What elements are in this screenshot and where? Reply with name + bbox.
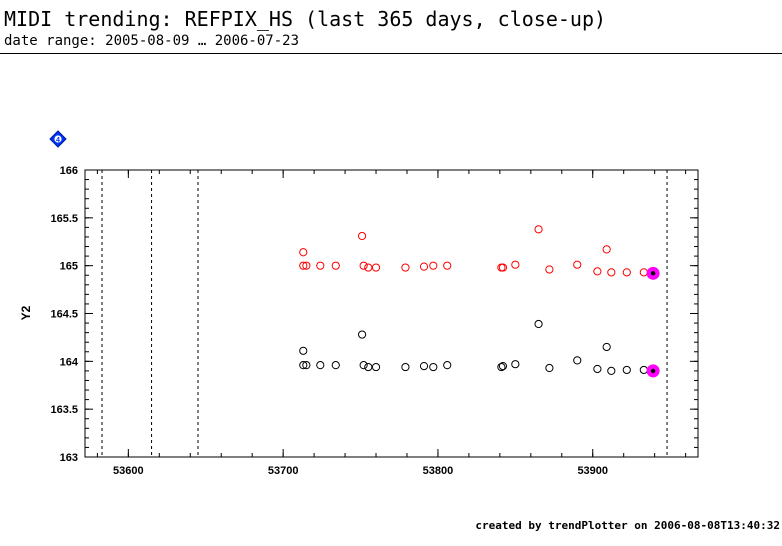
footer-credit: created by trendPlotter on 2006-08-08T13… [475,519,780,532]
data-point [364,362,373,372]
header-divider [0,53,782,54]
data-point [497,362,506,372]
data-point [622,268,631,277]
data-point [371,362,381,372]
data-point [622,365,631,375]
y-axis-label: Y2 [19,305,33,320]
marker-badge-dot [54,135,62,143]
x-tick-label: 53900 [577,465,608,477]
data-point [639,268,648,277]
data-point [639,365,648,375]
data-point [299,346,308,355]
data-point [429,362,438,372]
data-point [419,262,429,271]
data-point [573,260,582,269]
data-point [443,361,452,370]
data-point [359,361,368,370]
data-point [364,263,373,272]
data-point [299,248,308,257]
data-point [371,263,381,272]
data-point [443,261,452,270]
data-point [498,263,508,272]
x-tick-label: 53700 [268,465,299,477]
y-tick-label: 165.5 [50,213,78,225]
data-point [331,261,340,270]
data-point [593,267,602,276]
data-point [545,363,554,373]
data-point [357,330,367,339]
data-point [331,361,340,370]
data-point [401,362,410,372]
x-tick-label: 53600 [113,465,144,477]
data-point [607,366,616,375]
data-point [534,225,543,234]
y-tick-label: 163.5 [50,404,78,416]
data-point [401,263,410,272]
y-tick-label: 166 [60,165,78,177]
data-points [299,225,660,378]
data-point [511,360,520,369]
latest-point-center [650,271,656,276]
data-point [602,342,611,352]
y-tick-label: 164.5 [50,309,78,321]
y-tick-label: 164 [60,356,79,368]
data-point [573,356,582,365]
data-point [545,265,554,274]
data-point [607,268,616,277]
x-axis: 53600 53700 53800 53900 [96,170,687,477]
marker-badge: 4 [49,130,67,148]
page-title: MIDI trending: REFPIX_HS (last 365 days,… [4,7,607,31]
data-point [534,319,543,329]
plot-frame [84,169,699,458]
data-point [357,231,367,241]
y-tick-label: 163 [60,452,78,464]
x-tick-label: 53800 [423,465,454,477]
y-tick-label: 165 [60,261,78,273]
data-point [593,364,602,374]
data-point [302,361,311,370]
data-point [302,261,311,270]
data-point [316,361,325,370]
data-point [299,361,308,370]
data-point [359,261,368,270]
latest-point-center [650,368,656,374]
data-point [511,260,520,269]
data-point [316,261,325,270]
vertical-markers [101,170,668,457]
date-range-subtitle: date range: 2005-08-09 … 2006-07-23 [4,33,300,49]
data-point [429,261,438,270]
data-point [498,362,508,371]
marker-badge-label: 4 [56,137,60,144]
data-point [299,261,308,270]
y-axis: 163 163.5 164 164.5 165 165.5 166 [50,165,698,464]
data-point [419,362,429,371]
data-point [602,245,611,254]
